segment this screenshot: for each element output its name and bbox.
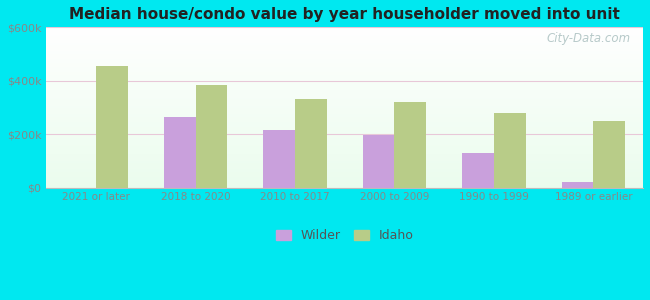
- Bar: [164, 117, 196, 188]
- Bar: [196, 85, 228, 188]
- Bar: [363, 135, 395, 188]
- Legend: Wilder, Idaho: Wilder, Idaho: [276, 229, 413, 242]
- Bar: [562, 182, 593, 188]
- Bar: [96, 66, 128, 188]
- Bar: [593, 121, 625, 188]
- Bar: [494, 113, 526, 188]
- Bar: [295, 99, 327, 188]
- Title: Median house/condo value by year householder moved into unit: Median house/condo value by year househo…: [70, 7, 620, 22]
- Text: City-Data.com: City-Data.com: [547, 32, 631, 45]
- Bar: [263, 130, 295, 188]
- Bar: [462, 153, 494, 188]
- Bar: [395, 102, 426, 188]
